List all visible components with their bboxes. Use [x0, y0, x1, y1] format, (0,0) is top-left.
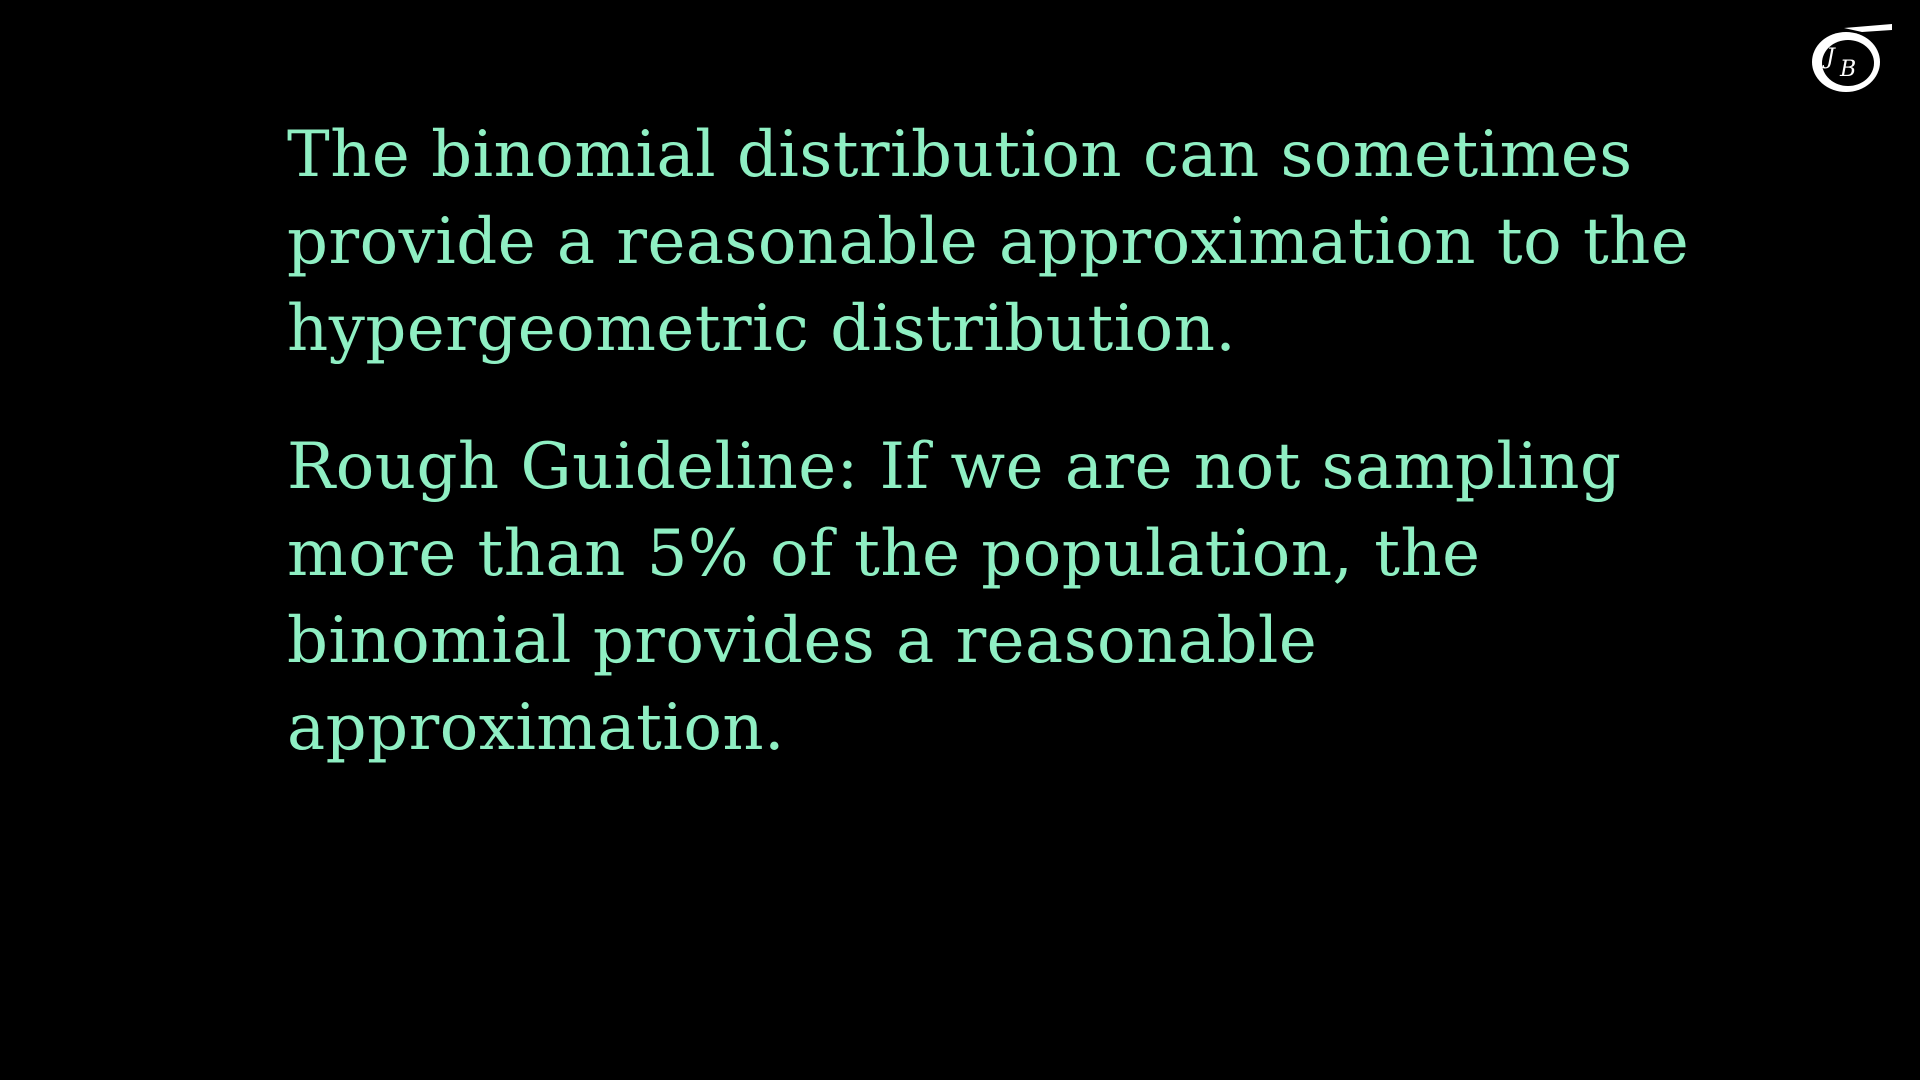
- text-line: more than 5% of the population, the: [287, 517, 1481, 591]
- text-line: approximation.: [287, 691, 785, 765]
- svg-text:B: B: [1839, 57, 1856, 82]
- sigma-logo-icon: J B: [1804, 20, 1896, 100]
- paragraph-rough-guideline: Rough Guideline: If we are not sampling …: [287, 424, 1687, 772]
- slide-text: The binomial distribution can sometimes …: [287, 112, 1690, 772]
- text-line: The binomial distribution can sometimes: [287, 118, 1633, 192]
- text-line: Rough Guideline: If we are not sampling: [287, 430, 1622, 504]
- text-line: hypergeometric distribution.: [287, 292, 1237, 366]
- text-line: binomial provides a reasonable: [287, 604, 1318, 678]
- text-line: provide a reasonable approximation to th…: [287, 205, 1690, 279]
- paragraph-binomial-approximation: The binomial distribution can sometimes …: [287, 112, 1690, 373]
- svg-text:J: J: [1822, 45, 1836, 70]
